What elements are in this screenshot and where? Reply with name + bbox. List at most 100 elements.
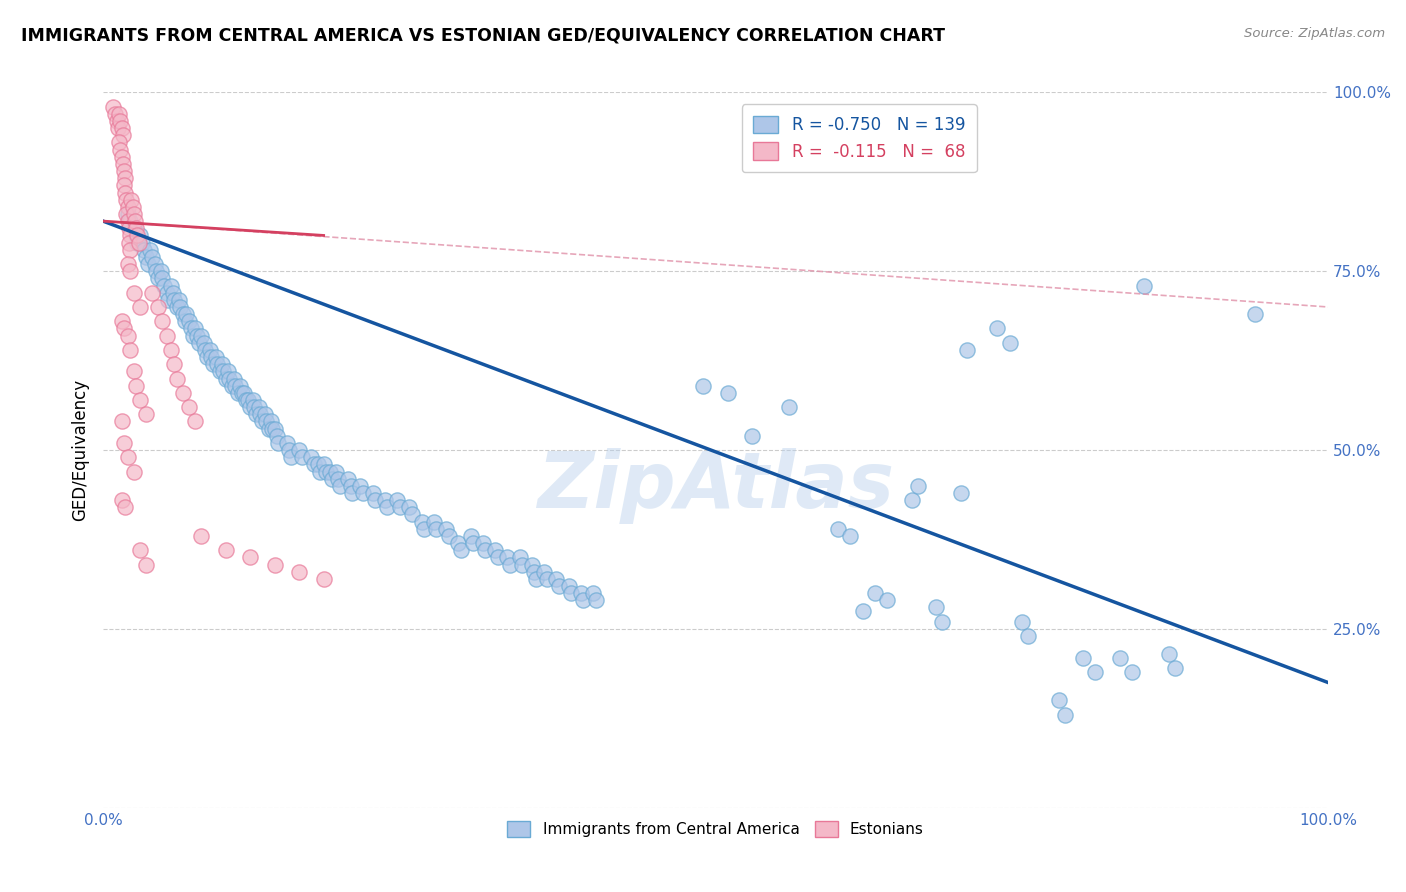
Point <box>337 472 360 486</box>
Point <box>184 414 207 428</box>
Point <box>520 558 543 572</box>
Point <box>110 414 132 428</box>
Point <box>114 171 136 186</box>
Point <box>214 371 236 385</box>
Point <box>108 107 131 121</box>
Point <box>108 136 131 150</box>
Point <box>839 529 862 543</box>
Point <box>361 486 384 500</box>
Point <box>202 357 225 371</box>
Point <box>117 328 139 343</box>
Point <box>224 378 246 392</box>
Point <box>120 214 142 228</box>
Point <box>533 565 555 579</box>
Point <box>186 328 208 343</box>
Point <box>447 536 470 550</box>
Point <box>411 515 433 529</box>
Point <box>900 493 922 508</box>
Point <box>1164 661 1187 675</box>
Point <box>167 293 190 307</box>
Point <box>111 128 134 143</box>
Point <box>260 414 283 428</box>
Point <box>243 400 266 414</box>
Point <box>328 472 350 486</box>
Point <box>110 493 132 508</box>
Point <box>931 615 953 629</box>
Point <box>198 343 221 357</box>
Point <box>163 293 186 307</box>
Point <box>461 536 484 550</box>
Point <box>499 558 522 572</box>
Point <box>349 479 371 493</box>
Point <box>138 243 160 257</box>
Point <box>852 604 875 618</box>
Point <box>1121 665 1143 679</box>
Point <box>180 321 202 335</box>
Point <box>474 543 496 558</box>
Point <box>585 593 607 607</box>
Point <box>114 186 136 200</box>
Point <box>280 450 302 465</box>
Point <box>509 550 531 565</box>
Point <box>125 378 148 392</box>
Point <box>132 243 155 257</box>
Point <box>115 193 138 207</box>
Point <box>276 436 298 450</box>
Point <box>413 522 436 536</box>
Point <box>184 321 207 335</box>
Point <box>120 243 142 257</box>
Point <box>105 114 128 128</box>
Point <box>131 235 153 250</box>
Point <box>388 500 411 515</box>
Point <box>150 314 173 328</box>
Point <box>148 271 170 285</box>
Point <box>111 157 134 171</box>
Point <box>949 486 972 500</box>
Point <box>128 300 150 314</box>
Point <box>200 350 222 364</box>
Point <box>218 371 240 385</box>
Point <box>138 257 160 271</box>
Point <box>582 586 605 600</box>
Point <box>117 450 139 465</box>
Point <box>187 335 209 350</box>
Point <box>226 385 249 400</box>
Point <box>1084 665 1107 679</box>
Point <box>239 400 262 414</box>
Point <box>124 214 146 228</box>
Point <box>352 486 374 500</box>
Point <box>205 357 228 371</box>
Point <box>312 572 335 586</box>
Point <box>174 314 197 328</box>
Point <box>194 343 217 357</box>
Point <box>486 550 509 565</box>
Point <box>217 364 239 378</box>
Point <box>193 335 215 350</box>
Point <box>321 472 343 486</box>
Point <box>523 565 546 579</box>
Point <box>717 385 740 400</box>
Point <box>288 443 311 458</box>
Point <box>907 479 929 493</box>
Point <box>319 465 342 479</box>
Text: Source: ZipAtlas.com: Source: ZipAtlas.com <box>1244 27 1385 40</box>
Point <box>364 493 387 508</box>
Point <box>263 421 285 435</box>
Point <box>471 536 494 550</box>
Point <box>741 429 763 443</box>
Point <box>135 250 157 264</box>
Point <box>104 107 127 121</box>
Point <box>143 257 166 271</box>
Point <box>156 285 179 300</box>
Point <box>128 228 150 243</box>
Point <box>212 364 235 378</box>
Point <box>315 465 337 479</box>
Point <box>437 529 460 543</box>
Point <box>172 307 194 321</box>
Point <box>1047 693 1070 707</box>
Point <box>145 264 167 278</box>
Point <box>114 500 136 515</box>
Point <box>190 529 212 543</box>
Point <box>536 572 558 586</box>
Point <box>121 200 143 214</box>
